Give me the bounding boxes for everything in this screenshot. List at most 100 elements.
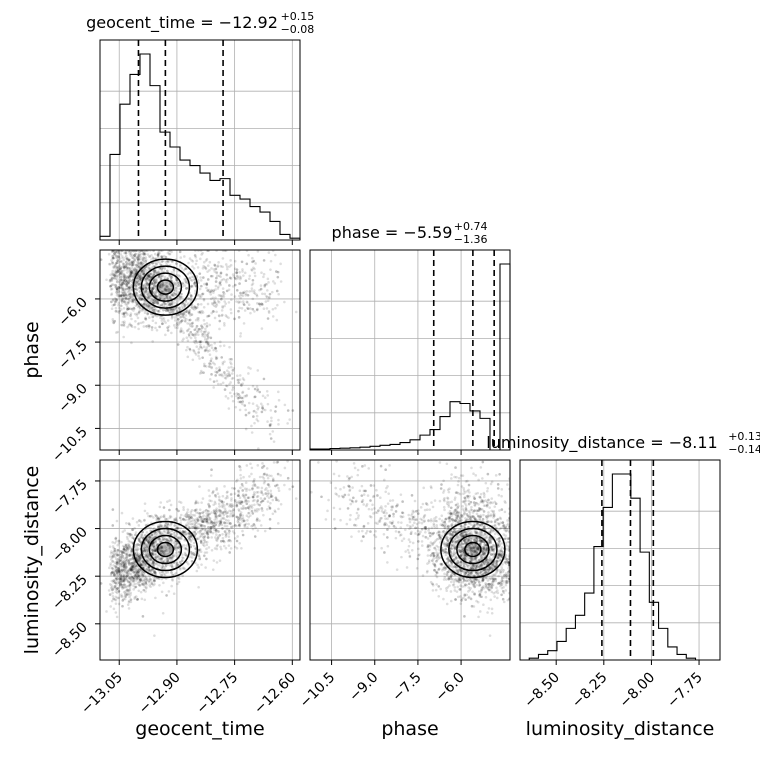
sample-point xyxy=(151,552,154,556)
sample-point xyxy=(161,281,165,285)
sample-point xyxy=(176,537,180,540)
sample-point xyxy=(114,602,118,605)
sample-point xyxy=(122,548,126,551)
sample-point xyxy=(114,250,118,254)
sample-point xyxy=(157,294,161,298)
sample-point xyxy=(253,524,256,527)
sample-point xyxy=(131,568,134,572)
sample-point xyxy=(169,515,173,519)
sample-point xyxy=(120,575,123,579)
sample-point xyxy=(216,382,220,386)
sample-point xyxy=(232,275,236,278)
sample-point xyxy=(128,267,132,271)
sample-point xyxy=(218,368,221,372)
sample-point xyxy=(196,530,200,534)
sample-point xyxy=(125,266,129,270)
sample-point xyxy=(121,288,125,291)
sample-point xyxy=(195,274,199,278)
sample-point xyxy=(237,517,240,520)
sample-point xyxy=(116,292,120,295)
sample-point xyxy=(142,261,146,264)
sample-point xyxy=(252,495,255,499)
sample-point xyxy=(136,573,140,577)
sample-point xyxy=(173,533,176,537)
sample-point xyxy=(115,261,118,264)
sample-point xyxy=(119,576,122,580)
sample-point xyxy=(216,287,220,290)
sample-point xyxy=(169,276,173,279)
sample-point xyxy=(118,577,122,581)
sample-point xyxy=(152,308,155,312)
sample-point xyxy=(176,343,180,346)
sample-point xyxy=(159,283,163,286)
sample-point xyxy=(198,508,202,511)
sample-point xyxy=(161,290,164,293)
sample-point xyxy=(129,273,132,277)
sample-point xyxy=(119,559,123,562)
sample-point xyxy=(267,309,271,313)
sample-point xyxy=(220,356,224,359)
sample-point xyxy=(160,267,164,271)
sample-point xyxy=(138,574,141,578)
sample-point xyxy=(203,349,207,353)
sample-point xyxy=(260,302,263,306)
sample-point xyxy=(142,565,145,568)
sample-point xyxy=(191,522,194,526)
sample-point xyxy=(130,270,134,273)
sample-point xyxy=(119,323,123,327)
sample-point xyxy=(134,568,138,571)
sample-point xyxy=(128,252,132,256)
sample-point xyxy=(239,516,242,520)
sample-point xyxy=(144,523,148,527)
sample-point xyxy=(118,306,121,310)
sample-point xyxy=(255,486,259,489)
sample-point xyxy=(177,320,181,324)
sample-point xyxy=(286,409,290,412)
sample-point xyxy=(145,583,148,586)
sample-point xyxy=(172,294,176,298)
sample-point xyxy=(147,580,151,584)
sample-point xyxy=(142,272,146,276)
sample-point xyxy=(112,265,115,269)
sample-point xyxy=(126,579,130,583)
histogram-phase xyxy=(309,263,511,451)
sample-point xyxy=(175,323,179,326)
sample-point xyxy=(117,570,121,573)
sample-point xyxy=(182,313,185,316)
sample-point xyxy=(129,324,133,327)
sample-point xyxy=(158,531,162,535)
sample-point xyxy=(126,307,130,311)
sample-point xyxy=(116,270,119,274)
sample-point xyxy=(135,314,139,317)
sample-point xyxy=(210,288,213,292)
sample-point xyxy=(128,553,131,556)
sample-point xyxy=(133,570,136,574)
sample-point xyxy=(140,597,144,601)
sample-point xyxy=(218,369,221,372)
sample-point xyxy=(120,585,124,589)
sample-point xyxy=(230,503,234,506)
sample-point xyxy=(188,308,192,312)
sample-point xyxy=(158,285,162,289)
sample-point xyxy=(116,261,119,265)
sample-point xyxy=(188,538,191,541)
sample-point xyxy=(134,287,137,291)
sample-point xyxy=(154,552,157,556)
sample-point xyxy=(238,524,242,528)
sample-point xyxy=(167,302,171,306)
sample-point xyxy=(129,550,133,554)
sample-point xyxy=(156,260,159,263)
sample-point xyxy=(193,280,197,284)
sample-point xyxy=(127,592,131,596)
sample-point xyxy=(182,282,185,286)
sample-point xyxy=(141,320,145,324)
sample-point xyxy=(138,277,142,280)
sample-point xyxy=(214,530,218,534)
sample-point xyxy=(115,256,118,260)
sample-point xyxy=(156,525,160,529)
sample-point xyxy=(195,569,199,573)
sample-point xyxy=(114,598,118,602)
sample-point xyxy=(261,493,265,496)
sample-point xyxy=(187,562,190,566)
